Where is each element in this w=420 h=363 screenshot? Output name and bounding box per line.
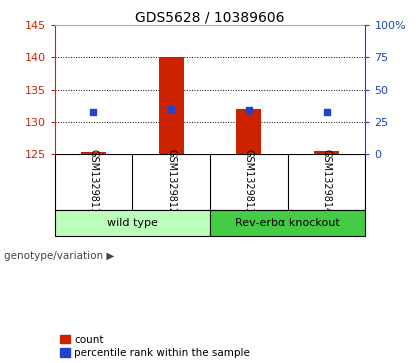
Point [168,106,175,112]
Bar [55,210,210,236]
Point [90,109,97,115]
Text: Rev-erbα knockout: Rev-erbα knockout [235,218,340,228]
Bar [210,210,365,236]
Bar [159,57,184,154]
Text: GSM1329812: GSM1329812 [166,149,176,215]
Text: GSM1329811: GSM1329811 [89,149,98,215]
Legend: count, percentile rank within the sample: count, percentile rank within the sample [60,335,250,358]
Point [323,109,330,115]
Title: GDS5628 / 10389606: GDS5628 / 10389606 [135,10,285,24]
Point [245,107,252,113]
Text: GSM1329813: GSM1329813 [244,149,254,215]
Bar [314,151,339,154]
Bar [236,109,261,154]
Text: genotype/variation ▶: genotype/variation ▶ [4,251,115,261]
Text: GSM1329814: GSM1329814 [322,149,331,215]
Bar [81,152,106,154]
Text: wild type: wild type [107,218,158,228]
